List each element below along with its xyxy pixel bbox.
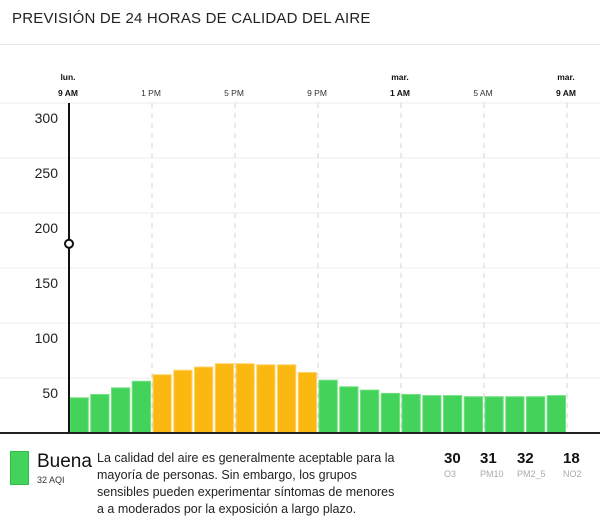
x-tick-label: 9 PM: [307, 88, 327, 98]
pollutant-no2: 18 NO2: [563, 450, 582, 479]
pollutant-value: 18: [563, 450, 580, 467]
aqi-description: La calidad del aire es generalmente acep…: [97, 451, 395, 516]
bar: [318, 379, 338, 434]
bar: [277, 364, 297, 434]
x-tick-day: mar.: [557, 72, 575, 82]
x-tick-day: mar.: [391, 72, 409, 82]
pollutant-name: O3: [444, 469, 457, 479]
bar: [111, 387, 131, 434]
summary-panel: Buena 32 AQI La calidad del aire es gene…: [0, 446, 600, 523]
bar: [173, 369, 193, 434]
bar: [339, 386, 359, 434]
x-tick-label: 5 AM: [473, 88, 492, 98]
bar: [526, 396, 546, 434]
pollutant-name: PM10: [480, 469, 504, 479]
aqi-level: Buena: [37, 451, 92, 472]
x-tick-day: lun.: [60, 72, 75, 82]
y-tick-label: 250: [35, 165, 59, 181]
y-tick-label: 150: [35, 275, 59, 291]
bar: [422, 395, 442, 434]
pollutant-value: 31: [480, 450, 497, 467]
pollutant-pm10: 31 PM10: [480, 450, 504, 479]
pollutant-name: PM2_5: [517, 469, 546, 479]
pollutant-o3: 30 O3: [444, 450, 461, 479]
bar: [194, 366, 214, 434]
bar: [360, 389, 380, 434]
pollutant-pm25: 32 PM2_5: [517, 450, 546, 479]
current-value-marker: [64, 238, 74, 249]
page-title: PREVISIÓN DE 24 HORAS DE CALIDAD DEL AIR…: [12, 10, 371, 27]
bar: [297, 372, 317, 434]
bar: [90, 394, 110, 434]
pollutant-value: 30: [444, 450, 461, 467]
bar: [256, 364, 276, 434]
bar: [235, 363, 255, 434]
y-tick-label: 50: [42, 385, 58, 401]
pollutant-name: NO2: [563, 469, 582, 479]
bar: [463, 396, 483, 434]
bar: [546, 395, 566, 434]
x-tick-label: 9 AM: [556, 88, 576, 98]
bar: [214, 363, 234, 434]
bar: [152, 374, 172, 434]
bar: [401, 394, 421, 434]
pollutant-value: 32: [517, 450, 534, 467]
bar: [443, 395, 463, 434]
x-tick-label: 1 AM: [390, 88, 410, 98]
x-tick-label: 9 AM: [58, 88, 78, 98]
bar: [484, 396, 504, 434]
y-tick-label: 300: [35, 110, 59, 126]
y-tick-label: 100: [35, 330, 59, 346]
x-tick-label: 5 PM: [224, 88, 244, 98]
aqi-level-swatch: [10, 451, 29, 485]
aqi-value: 32 AQI: [37, 475, 65, 485]
bar: [380, 392, 400, 434]
bar: [505, 396, 525, 434]
y-tick-label: 200: [35, 220, 59, 236]
x-tick-label: 1 PM: [141, 88, 161, 98]
divider: [0, 44, 600, 45]
bar: [131, 380, 151, 434]
bar: [69, 397, 89, 434]
aqi-forecast-chart: 50 100 150 200 250 300 lun. 9 AM 1 PM 5 PM 9 PM mar…: [0, 72, 600, 434]
